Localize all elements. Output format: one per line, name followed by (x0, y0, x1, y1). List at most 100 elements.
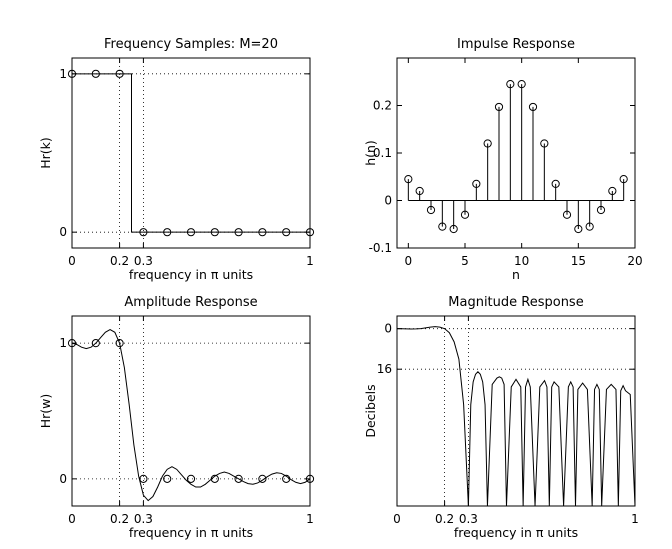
chart-title: Amplitude Response (124, 295, 257, 310)
y-axis-label: Hr(w) (38, 394, 53, 429)
sample-marker (234, 228, 243, 237)
sample-marker (551, 179, 560, 188)
x-tick-label: 0 (68, 512, 76, 526)
y-axis-label: Hr(k) (38, 137, 53, 169)
sample-marker (438, 222, 447, 231)
x-tick-label: 0.2 (110, 512, 129, 526)
y-tick-label: 0 (384, 322, 392, 336)
sample-marker (517, 80, 526, 89)
axes-box (71, 315, 311, 507)
sample-marker (186, 474, 196, 483)
sample-marker (472, 179, 481, 188)
sample-marker (305, 474, 315, 483)
sample-marker (562, 210, 572, 219)
sample-marker (139, 228, 148, 237)
x-axis-label-part: frequency in (129, 267, 211, 282)
plot-impulse: 0 5 10 15 20 -0.1 0 0.1 0.2 Impulse Response n h(n) (363, 37, 643, 282)
sample-marker (67, 69, 77, 78)
y-tick-label: 0 (59, 472, 67, 486)
chart-title: Frequency Samples: M=20 (104, 37, 278, 52)
x-tick-label: 0.3 (459, 512, 478, 526)
x-axis-label: frequency in π units (129, 267, 253, 282)
y-tick-label: 0 (384, 194, 392, 208)
x-axis-label-part: frequency in (454, 525, 536, 540)
y-tick-label: 0 (59, 225, 67, 239)
y-axis-label: h(n) (363, 140, 378, 166)
sample-marker (608, 186, 617, 196)
sample-marker (449, 224, 458, 234)
sample-marker (234, 474, 243, 483)
x-tick-label: 20 (627, 254, 642, 268)
sample-marker (210, 228, 219, 237)
x-tick-label: 0.3 (134, 512, 153, 526)
magnitude-curve (396, 326, 636, 507)
sample-marker (596, 205, 606, 215)
sample-marker (404, 175, 413, 184)
plot-freq-samples: 0 0.2 0.3 1 0 1 Frequency Samples: M=20 frequen… (38, 37, 315, 282)
sample-marker (258, 228, 267, 237)
sample-marker (282, 228, 291, 237)
sample-marker (506, 80, 515, 89)
y-tick-label: -0.1 (369, 241, 392, 255)
sample-marker (91, 339, 100, 348)
ideal-response-line (72, 73, 310, 233)
x-tick-label: 1 (306, 512, 314, 526)
sample-marker (258, 474, 267, 483)
x-tick-label: 1 (306, 254, 314, 268)
sample-marker (115, 339, 124, 348)
sample-marker (528, 102, 538, 112)
sample-marker (282, 474, 291, 483)
x-tick-label: 0 (393, 512, 401, 526)
sample-marker (139, 474, 148, 483)
x-tick-label: 0 (68, 254, 76, 268)
x-axis-label-part: π (536, 525, 544, 540)
sample-marker (585, 222, 594, 231)
x-tick-label: 1 (631, 512, 639, 526)
axes-box (71, 57, 311, 249)
x-tick-label: 15 (571, 254, 586, 268)
x-axis-label-part: frequency in (129, 525, 211, 540)
sample-marker (210, 474, 219, 483)
sample-marker (426, 205, 436, 215)
x-axis-label: frequency in π units (129, 525, 253, 540)
amplitude-curve (71, 328, 311, 502)
sample-marker (163, 228, 172, 237)
sample-marker (460, 210, 470, 219)
chart-title: Impulse Response (457, 37, 575, 52)
chart-title: Magnitude Response (448, 295, 583, 310)
sample-marker (91, 69, 100, 78)
sample-marker (540, 139, 549, 148)
sample-marker (415, 186, 424, 196)
x-axis-label-part: units (218, 267, 253, 282)
x-tick-label: 0.2 (110, 254, 129, 268)
x-tick-label: 0 (405, 254, 413, 268)
plot-magnitude: 0 0.2 0.3 1 0 16 Magnitude Response frequency i… (363, 295, 639, 540)
x-tick-label: 5 (461, 254, 469, 268)
x-axis-label-part: π (211, 267, 219, 282)
x-tick-label: 0.2 (435, 512, 454, 526)
x-axis-label-part: units (543, 525, 578, 540)
plot-amplitude: 0 0.2 0.3 1 0 1 Amplitude Response frequency in… (38, 295, 315, 540)
sample-marker (305, 228, 315, 237)
x-tick-label: 10 (514, 254, 529, 268)
sample-marker (574, 224, 583, 234)
x-axis-label: frequency in π units (454, 525, 578, 540)
x-tick-label: 0.3 (134, 254, 153, 268)
sample-marker (619, 175, 628, 184)
y-tick-label: 1 (59, 67, 67, 81)
y-tick-label: 1 (59, 336, 67, 350)
y-tick-label: 0.2 (373, 99, 392, 113)
x-axis-label-part: π (211, 525, 219, 540)
x-axis-label-part: units (218, 525, 253, 540)
sample-marker (186, 228, 196, 237)
axes-box (396, 315, 636, 507)
sample-marker (494, 102, 504, 112)
x-axis-label: n (512, 267, 520, 282)
y-tick-label: 16 (377, 362, 392, 376)
sample-marker (67, 339, 77, 348)
y-axis-label: Decibels (363, 384, 378, 437)
sample-marker (483, 139, 492, 148)
sample-marker (163, 474, 172, 483)
sample-marker (115, 69, 124, 78)
